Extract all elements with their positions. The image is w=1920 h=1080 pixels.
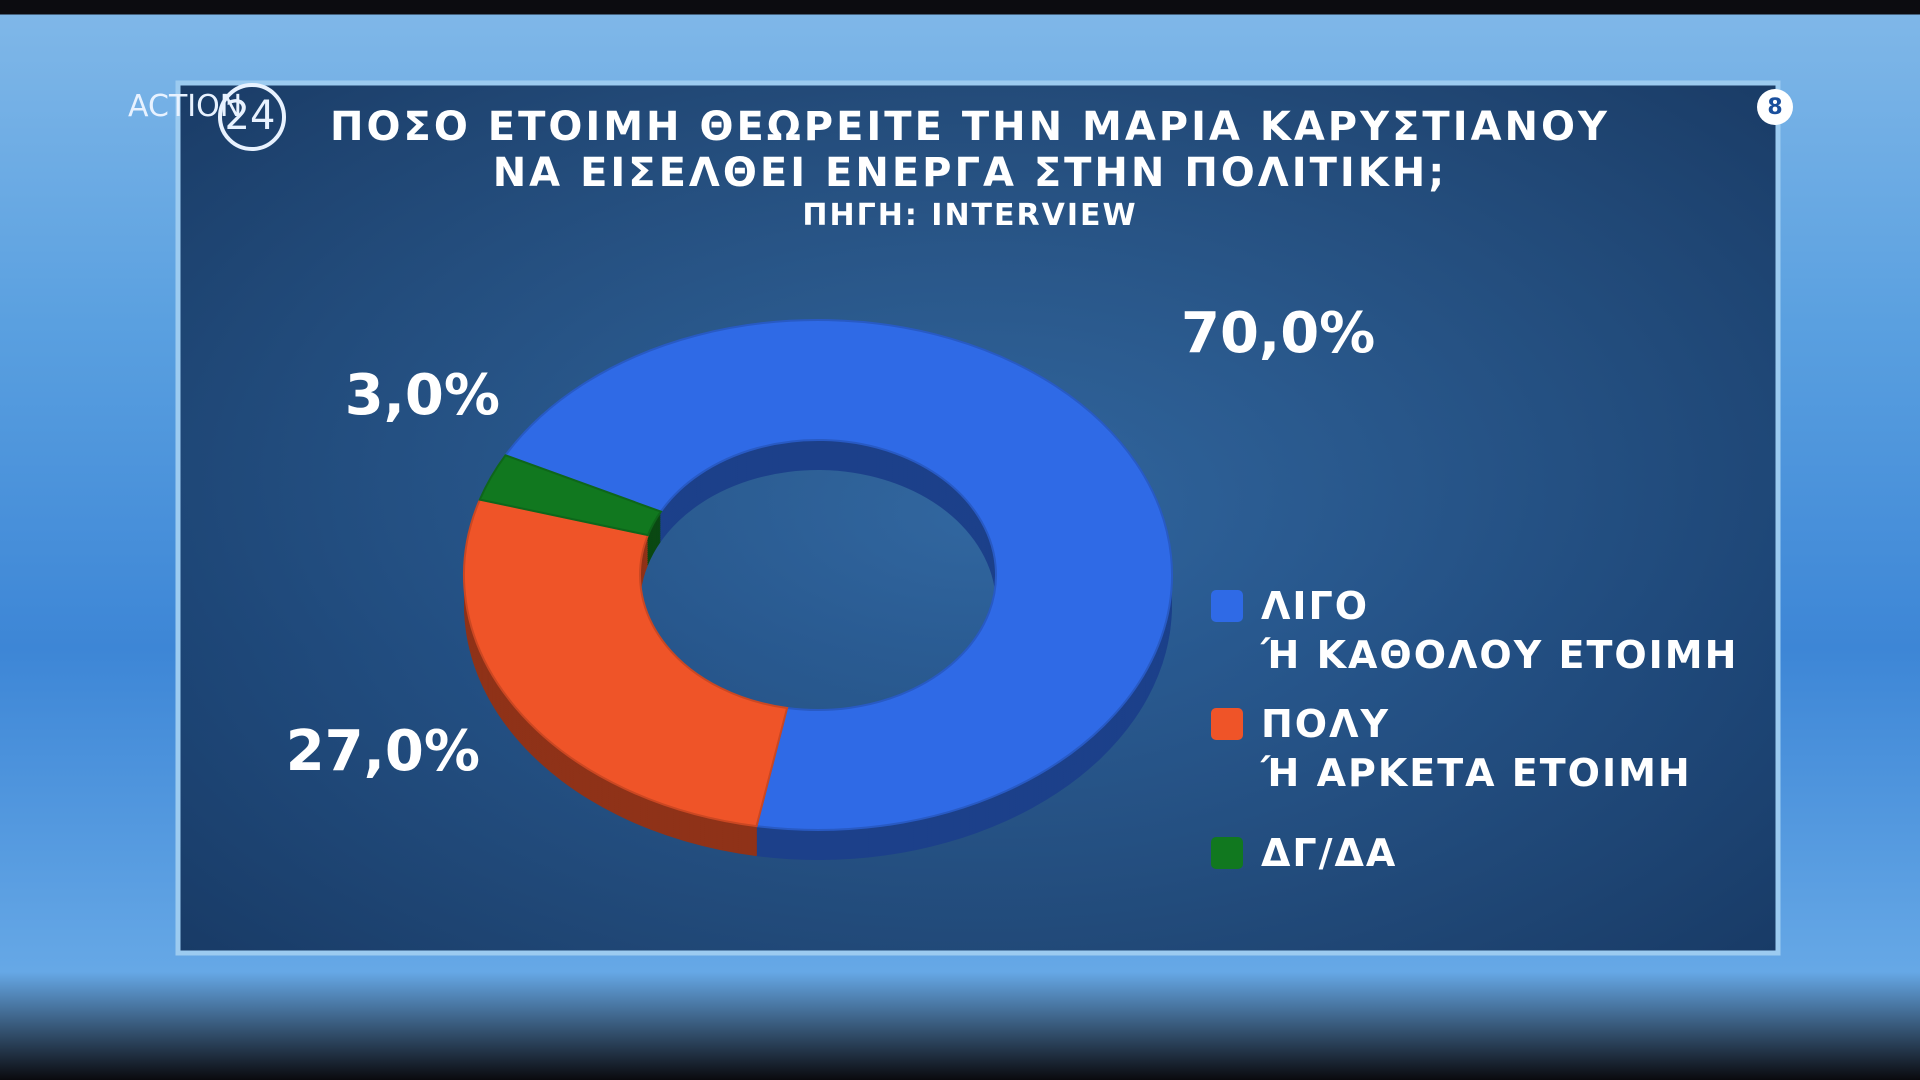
value-label: 27,0% — [286, 719, 480, 784]
legend-label: ΛΙΓΟ Ή ΚΑΘΟΛΟΥ ΕΤΟΙΜΗ — [1260, 584, 1738, 677]
value-label: 3,0% — [345, 363, 500, 428]
legend-swatch — [1211, 590, 1243, 622]
legend-label: ΔΓ/ΔΑ — [1261, 831, 1397, 875]
donut-segment — [478, 454, 663, 537]
badge-text: 8 — [1767, 95, 1782, 120]
value-label: 70,0% — [1181, 301, 1375, 366]
chart-title: ΠΟΣΟ ΕΤΟΙΜΗ ΘΕΩΡΕΙΤΕ ΤΗΝ ΜΑΡΙΑ ΚΑΡΥΣΤΙΑΝ… — [330, 104, 1610, 196]
donut-segment — [463, 498, 789, 828]
logo-number: 24 — [225, 93, 276, 139]
donut-segment — [503, 319, 1173, 831]
legend-swatch — [1211, 837, 1243, 869]
legend-swatch — [1211, 708, 1243, 740]
badge — [1757, 89, 1793, 125]
chart-subtitle: ΠΗΓΗ: INTERVIEW — [802, 198, 1137, 233]
legend-label: ΠΟΛΥ Ή ΑΡΚΕΤΑ ΕΤΟΙΜΗ — [1260, 702, 1692, 795]
logo-ring — [218, 83, 286, 151]
